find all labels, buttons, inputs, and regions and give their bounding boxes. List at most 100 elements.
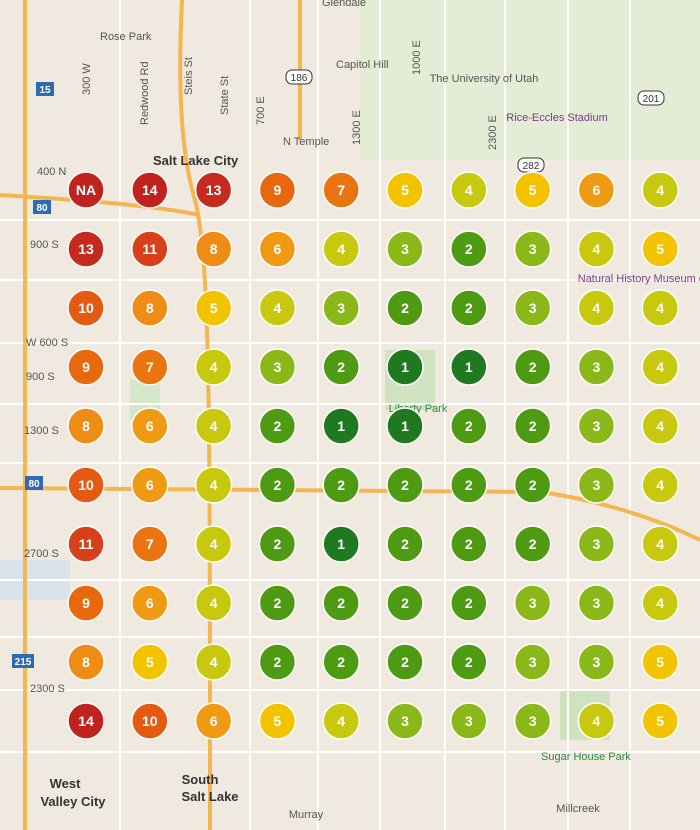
- value-circle: [450, 348, 488, 386]
- value-label: 2: [529, 418, 537, 434]
- value-circle: [322, 702, 360, 740]
- value-label: 2: [465, 477, 473, 493]
- value-circle: [386, 525, 424, 563]
- value-label: 3: [529, 241, 537, 257]
- value-circle: [194, 289, 233, 327]
- value-circle: [450, 230, 488, 268]
- value-circle: [641, 407, 679, 445]
- value-label: 2: [274, 595, 282, 611]
- map-label: Sugar House Park: [541, 751, 631, 763]
- map-label: 900 S: [30, 239, 59, 251]
- value-label: 5: [529, 182, 537, 198]
- value-label: 7: [337, 182, 345, 198]
- value-label: 3: [593, 595, 601, 611]
- value-circle: [386, 584, 424, 622]
- value-circle: [577, 702, 616, 740]
- value-label: 4: [593, 241, 601, 257]
- value-label: 1: [401, 359, 409, 375]
- value-circle: [513, 466, 552, 504]
- value-circle: [67, 702, 105, 740]
- value-label: 6: [210, 713, 218, 729]
- value-label: 11: [142, 241, 157, 257]
- value-label: 2: [274, 654, 282, 670]
- value-label: 2: [529, 536, 537, 552]
- value-circle: [386, 702, 424, 740]
- value-label: 3: [593, 654, 601, 670]
- map-label: Rice-Eccles Stadium: [506, 112, 607, 124]
- value-label: 2: [465, 241, 473, 257]
- value-circle: [322, 525, 360, 563]
- map-label: Natural History Museum of Utah: [578, 273, 700, 285]
- value-label: 4: [656, 477, 664, 493]
- value-label: 6: [146, 418, 154, 434]
- map-label: Valley City: [40, 794, 106, 809]
- value-label: 3: [529, 595, 537, 611]
- value-label: 2: [401, 536, 409, 552]
- value-circle: [641, 466, 679, 504]
- value-label: 2: [401, 477, 409, 493]
- map-label: South: [182, 772, 219, 787]
- value-label: 5: [210, 300, 218, 316]
- map-label: West: [50, 776, 81, 791]
- value-circle: [67, 171, 105, 209]
- map-label: Steis St: [183, 57, 195, 95]
- value-label: 5: [656, 654, 664, 670]
- map-label: Millcreek: [556, 803, 600, 815]
- value-label: 3: [593, 359, 601, 375]
- value-circle: [450, 643, 488, 681]
- value-label: 2: [274, 477, 282, 493]
- value-label: 6: [146, 477, 154, 493]
- value-circle: [450, 584, 488, 622]
- road-shield: 201: [643, 94, 660, 105]
- value-label: 6: [146, 595, 154, 611]
- value-circle: [450, 525, 488, 563]
- road-shield: 282: [523, 161, 540, 172]
- value-label: 2: [274, 536, 282, 552]
- map-label: 2300 S: [30, 683, 65, 695]
- value-circle: [641, 230, 679, 268]
- value-circle: [131, 230, 169, 268]
- value-label: 4: [337, 241, 345, 257]
- value-circle: [258, 230, 297, 268]
- map-label: 2300 E: [487, 115, 499, 150]
- value-circle: [322, 584, 360, 622]
- value-label: 4: [210, 359, 218, 375]
- value-label: 2: [465, 418, 473, 434]
- value-circle: [67, 289, 105, 327]
- value-label: 1: [337, 536, 345, 552]
- value-label: 1: [401, 418, 409, 434]
- map-label: The University of Utah: [430, 73, 539, 85]
- value-label: NA: [76, 182, 96, 198]
- value-circle: [513, 584, 552, 622]
- value-circle: [641, 643, 679, 681]
- map-label: 2700 S: [24, 548, 59, 560]
- value-circle: [641, 171, 679, 209]
- value-label: 3: [529, 654, 537, 670]
- value-label: 5: [401, 182, 409, 198]
- map-label: 700 E: [255, 96, 267, 125]
- value-circle: [131, 348, 169, 386]
- value-label: 4: [656, 300, 664, 316]
- value-circle: [194, 525, 233, 563]
- value-label: 3: [274, 359, 282, 375]
- value-circle: [386, 643, 424, 681]
- value-circle: [513, 348, 552, 386]
- value-circle: [577, 466, 616, 504]
- map-label: 1000 E: [411, 40, 423, 75]
- value-label: 4: [656, 418, 664, 434]
- value-circle: [67, 525, 105, 563]
- value-circle: [194, 584, 233, 622]
- value-circle: [577, 525, 616, 563]
- value-label: 2: [465, 654, 473, 670]
- value-label: 1: [337, 418, 345, 434]
- value-circle: [450, 407, 488, 445]
- value-label: 2: [401, 654, 409, 670]
- road-shield: 15: [39, 85, 51, 96]
- value-circle: [386, 466, 424, 504]
- map-label: N Temple: [283, 136, 329, 148]
- value-circle: [67, 643, 105, 681]
- map-label: State St: [219, 76, 231, 115]
- value-label: 9: [274, 182, 282, 198]
- value-circle: [513, 407, 552, 445]
